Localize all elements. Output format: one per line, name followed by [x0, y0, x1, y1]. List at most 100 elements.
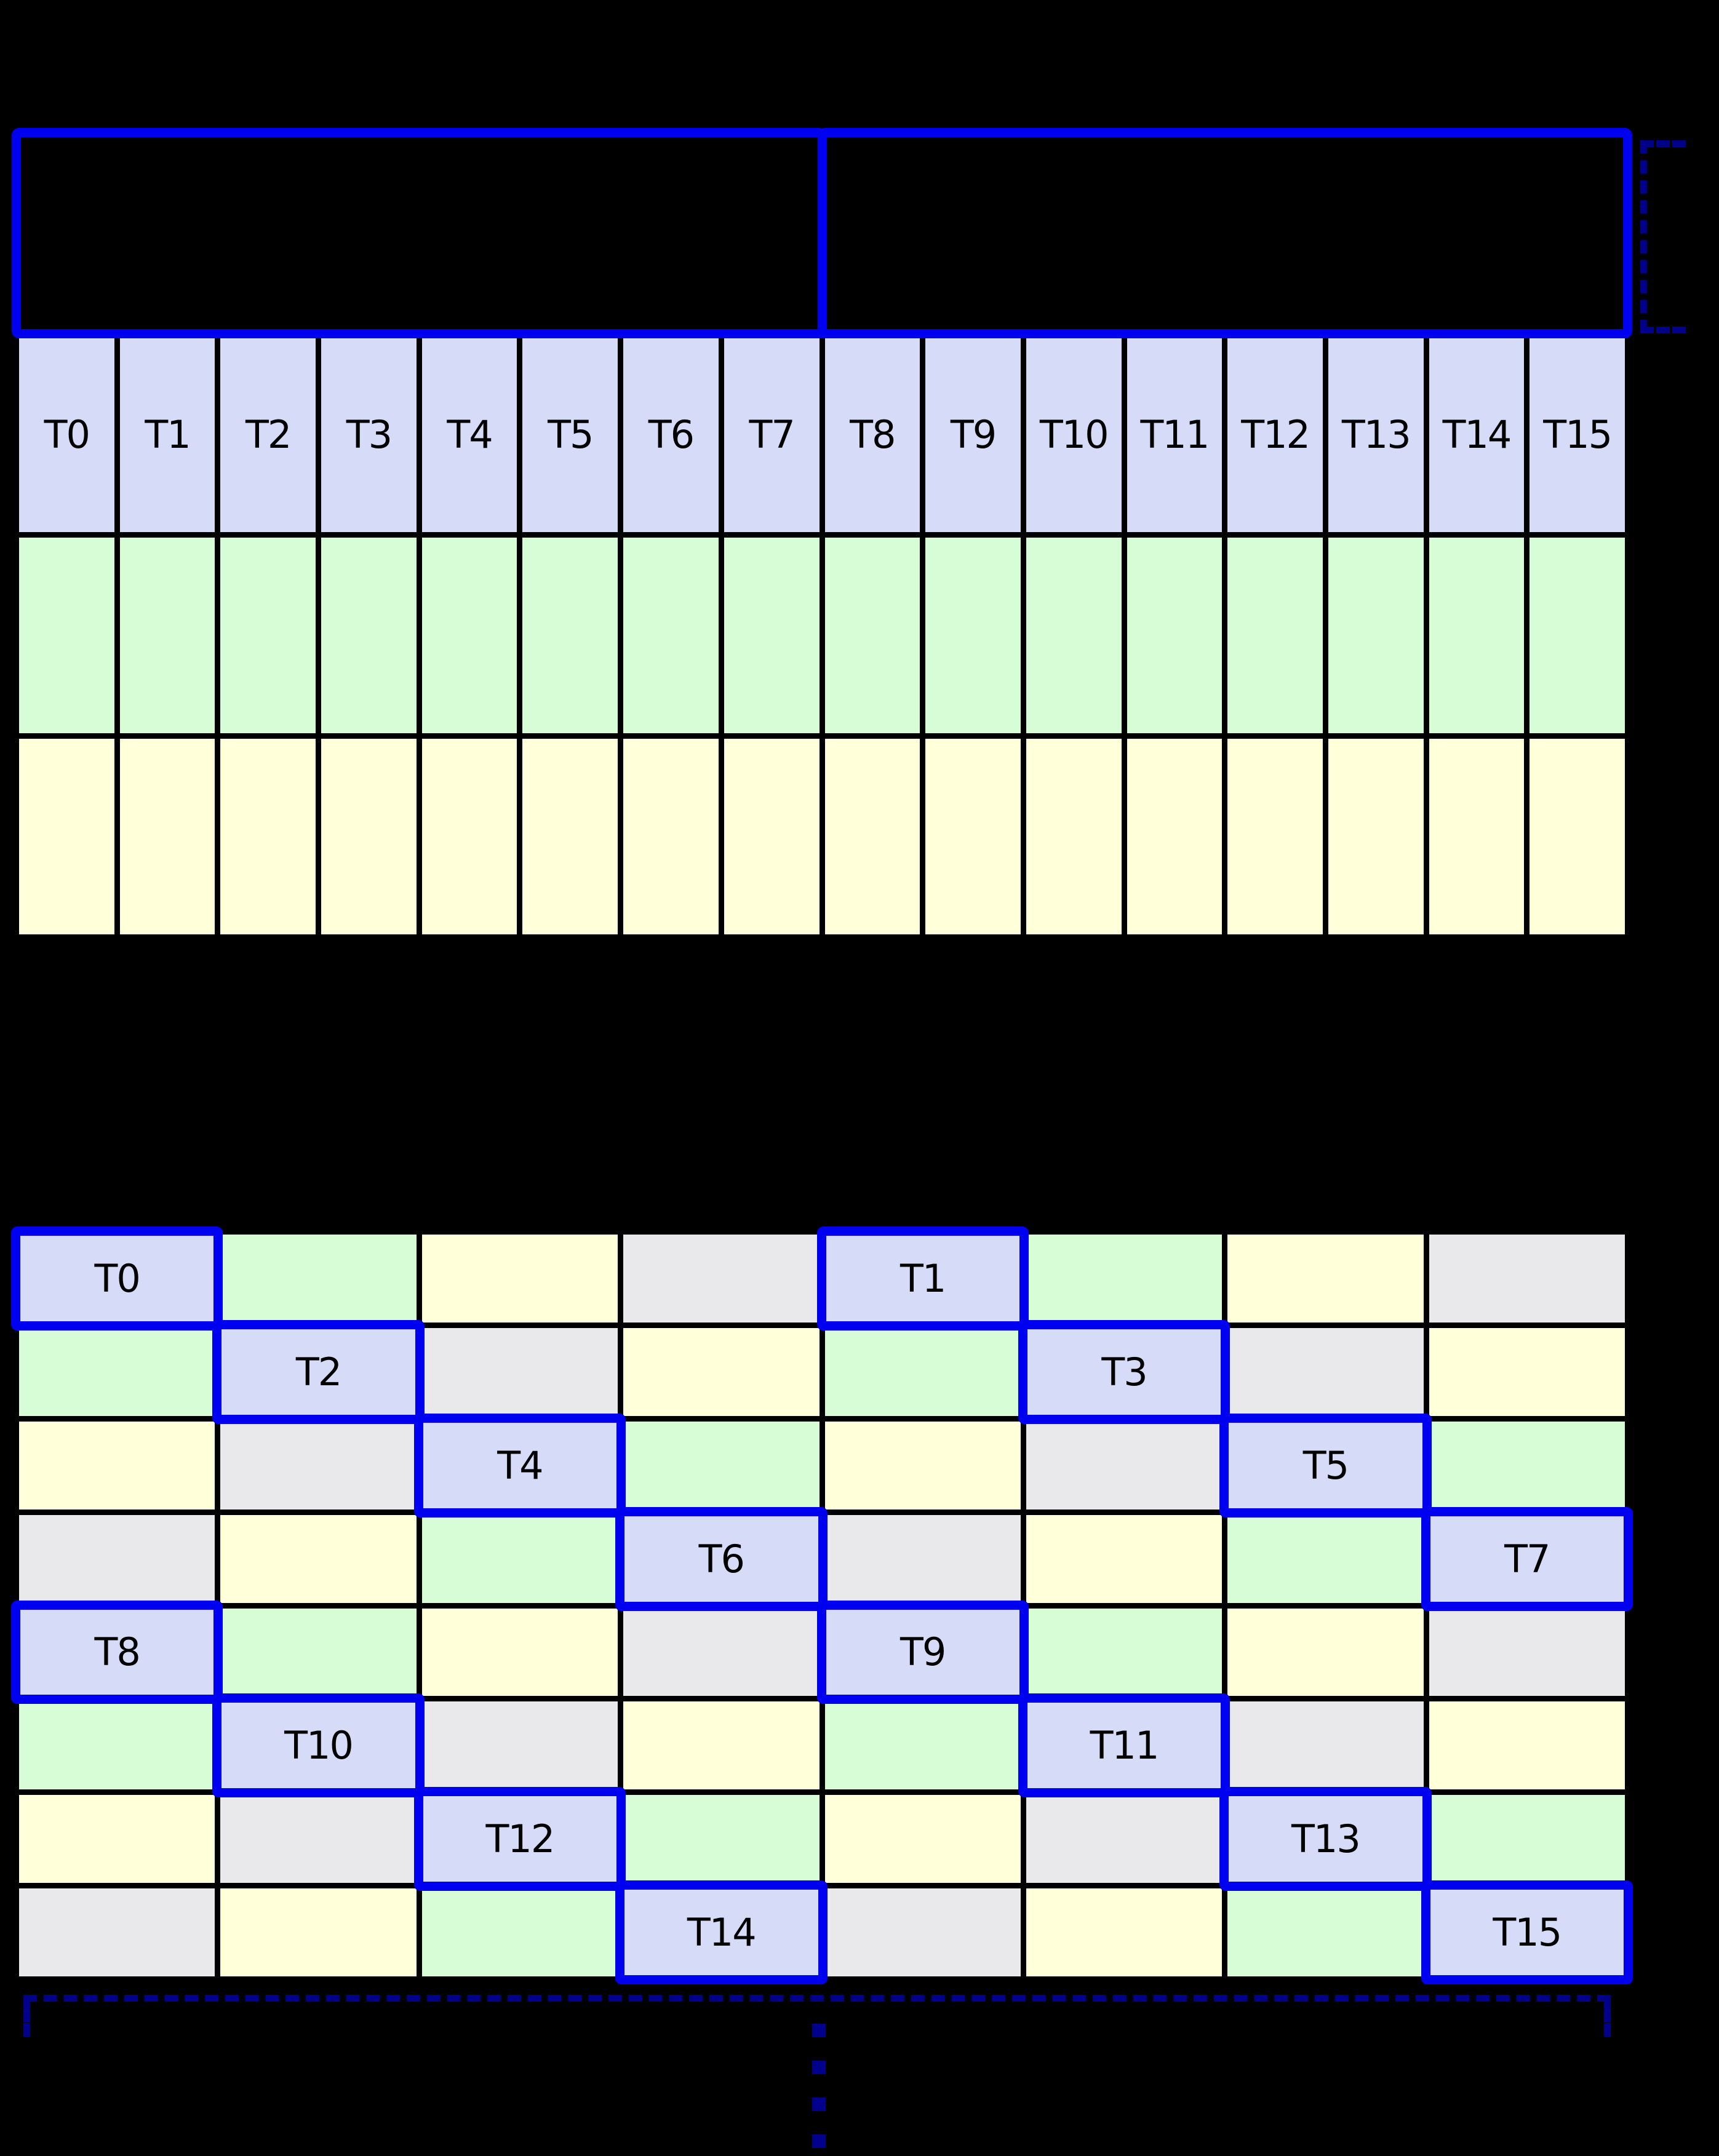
memory-cell	[824, 739, 920, 934]
memory-cell	[1227, 1327, 1424, 1416]
memory-cell	[1026, 538, 1122, 733]
memory-cell	[119, 538, 215, 733]
memory-cell	[925, 538, 1021, 733]
thread-cell-t6: T6	[615, 1506, 828, 1611]
thread-cell-t1: T1	[816, 1227, 1029, 1331]
thread-cell-t3: T3	[321, 336, 417, 532]
memory-cell	[421, 1888, 618, 1976]
thread-cell-t0: T0	[19, 336, 114, 532]
thread-cell-t3: T3	[1018, 1319, 1230, 1424]
thread-cell-t11: T11	[1127, 336, 1222, 532]
memory-cell	[1227, 1888, 1424, 1976]
memory-cell	[1429, 1701, 1625, 1790]
memory-cell	[824, 538, 920, 733]
continuation-ellipsis-icon	[812, 2024, 826, 2148]
memory-cell	[623, 1701, 820, 1790]
thread-cell-t12: T12	[1227, 336, 1323, 532]
thread-cell-t4: T4	[421, 336, 517, 532]
thread-cell-t2: T2	[212, 1319, 425, 1424]
memory-cell	[1026, 1795, 1222, 1884]
thread-cell-t0: T0	[10, 1227, 223, 1331]
thread-cell-t2: T2	[220, 336, 316, 532]
memory-cell	[1227, 739, 1323, 934]
memory-cell	[1127, 739, 1222, 934]
thread-cell-t4: T4	[413, 1413, 626, 1518]
memory-cell	[724, 538, 820, 733]
thread-cell-t9: T9	[925, 336, 1021, 532]
linear-access-grid: T0 T1 T2 T3 T4 T5 T6 T7 T8 T9 T10 T11 T12 T13 T14 T15	[12, 128, 1632, 945]
thread-cell-t1: T1	[119, 336, 215, 532]
memory-cell	[623, 538, 719, 733]
memory-cell	[19, 1327, 215, 1416]
thread-cell-t5: T5	[522, 336, 618, 532]
ellipsis-dot	[812, 2024, 826, 2037]
thread-cell-t5: T5	[1219, 1413, 1432, 1518]
memory-cell	[1328, 538, 1424, 733]
memory-cell	[220, 1795, 417, 1884]
memory-cell	[1328, 739, 1424, 934]
memory-cell	[925, 739, 1021, 934]
memory-cell	[421, 538, 517, 733]
memory-cell	[1429, 1421, 1625, 1510]
memory-cell	[623, 1608, 820, 1697]
thread-cell-t11: T11	[1018, 1693, 1230, 1798]
memory-cell	[421, 1701, 618, 1790]
memory-cell	[19, 739, 114, 934]
ellipsis-dot	[812, 2098, 826, 2111]
thread-cell-t14: T14	[1429, 336, 1525, 532]
memory-cell	[19, 1795, 215, 1884]
memory-cell	[1530, 538, 1625, 733]
memory-cell	[19, 1701, 215, 1790]
grid-span-bracket-icon	[23, 1995, 1611, 2037]
memory-cell	[19, 1421, 215, 1510]
memory-cell	[1429, 1235, 1625, 1323]
memory-cell	[724, 739, 820, 934]
memory-cell	[522, 538, 618, 733]
memory-cell	[421, 1608, 618, 1697]
memory-cell	[119, 739, 215, 934]
memory-cell	[321, 739, 417, 934]
warp-group-outline-0	[12, 128, 827, 338]
thread-cell-t13: T13	[1219, 1787, 1432, 1891]
memory-cell	[220, 1608, 417, 1697]
memory-cell	[220, 739, 316, 934]
diagonal-access-grid: T0 T1 T2 T3 T4 T5 T6 T7 T8 T9 T10 T11 T12 T13 T14 T15	[10, 1227, 1633, 1984]
thread-cell-t13: T13	[1328, 336, 1424, 532]
memory-cell	[1429, 739, 1525, 934]
memory-cell	[824, 1327, 1021, 1416]
memory-cell	[1227, 1701, 1424, 1790]
ellipsis-dot	[812, 2134, 826, 2148]
memory-cell	[1227, 1514, 1424, 1603]
memory-cell	[1530, 739, 1625, 934]
memory-cell	[421, 1235, 618, 1323]
memory-cell	[824, 1514, 1021, 1603]
memory-cell	[824, 1421, 1021, 1510]
memory-cell	[220, 1421, 417, 1510]
thread-cell-t10: T10	[1026, 336, 1122, 532]
thread-cell-t10: T10	[212, 1693, 425, 1798]
memory-cell	[1026, 1421, 1222, 1510]
memory-cell	[1127, 538, 1222, 733]
memory-cell	[623, 1795, 820, 1884]
memory-cell	[623, 1235, 820, 1323]
thread-cell-t7: T7	[1421, 1506, 1633, 1611]
ellipsis-dot	[812, 2061, 826, 2074]
warp-group-outline-1	[817, 128, 1632, 338]
thread-cell-t6: T6	[623, 336, 719, 532]
thread-cell-t15: T15	[1421, 1880, 1633, 1984]
memory-cell	[421, 1514, 618, 1603]
thread-cell-t12: T12	[413, 1787, 626, 1891]
memory-cell	[19, 1888, 215, 1976]
memory-cell	[421, 739, 517, 934]
memory-cell	[1429, 1327, 1625, 1416]
memory-cell	[1429, 1795, 1625, 1884]
memory-cell	[1227, 1608, 1424, 1697]
thread-cell-t9: T9	[816, 1600, 1029, 1705]
thread-cell-t14: T14	[615, 1880, 828, 1984]
memory-cell	[824, 1888, 1021, 1976]
memory-cell	[824, 1701, 1021, 1790]
memory-cell	[220, 1514, 417, 1603]
memory-cell	[321, 538, 417, 733]
memory-cell	[1026, 1235, 1222, 1323]
